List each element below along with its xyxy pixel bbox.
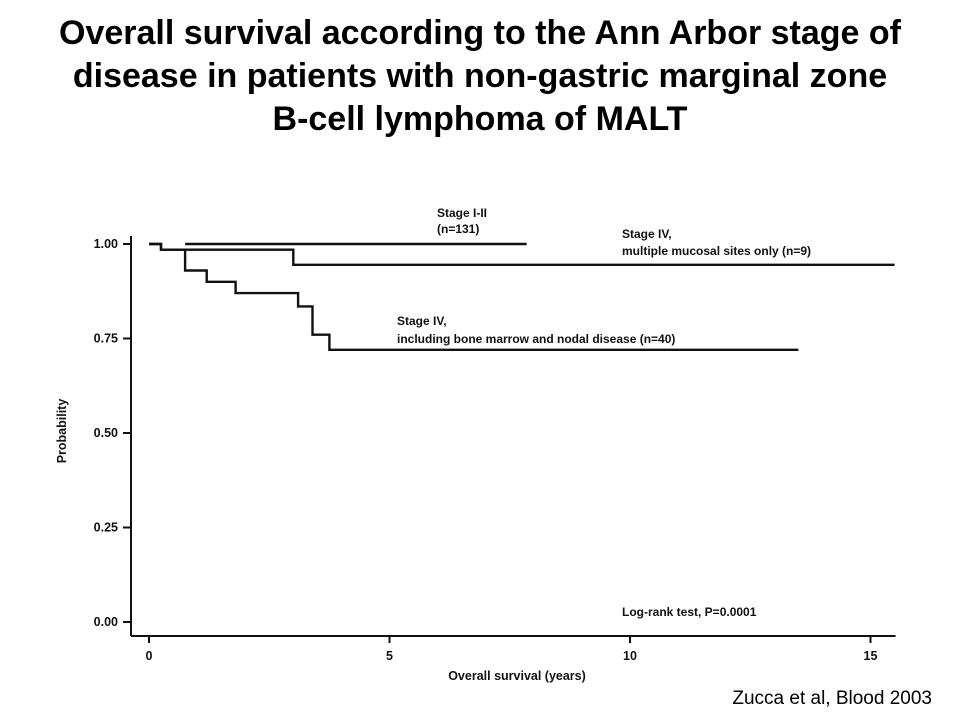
title-line-2: disease in patients with non-gastric mar… xyxy=(72,57,888,95)
x-ticks: 0 5 10 15 xyxy=(146,636,878,663)
slide-title: Overall survival according to the Ann Ar… xyxy=(0,12,960,141)
label-stage-1-2-line-1: Stage I-II xyxy=(437,206,487,220)
y-tick-label: 0.00 xyxy=(94,615,118,629)
label-stage-4-mucosal-line-1: Stage IV, xyxy=(622,227,672,241)
y-tick-label: 1.00 xyxy=(94,237,118,251)
x-tick-label: 10 xyxy=(623,649,637,663)
x-tick-label: 5 xyxy=(386,649,393,663)
y-tick-label: 0.50 xyxy=(94,426,118,440)
label-stage-1-2-line-2: (n=131) xyxy=(437,222,479,236)
log-rank-annotation: Log-rank test, P=0.0001 xyxy=(622,605,757,619)
chart-axes xyxy=(130,236,896,637)
x-tick-label: 0 xyxy=(146,649,153,663)
y-tick-label: 0.75 xyxy=(94,332,118,346)
survival-curves xyxy=(149,242,895,351)
citation: Zucca et al, Blood 2003 xyxy=(732,688,932,709)
label-stage-4-mucosal-line-2: multiple mucosal sites only (n=9) xyxy=(622,244,811,258)
y-tick-label: 0.25 xyxy=(94,521,118,535)
title-line-1: Overall survival according to the Ann Ar… xyxy=(59,14,901,52)
title-line-3: B-cell lymphoma of MALT xyxy=(272,100,688,138)
y-ticks: 0.00 0.25 0.50 0.75 1.00 xyxy=(94,237,131,629)
x-tick-label: 15 xyxy=(864,649,878,663)
y-axis-label: Probability xyxy=(55,399,69,464)
x-axis-label: Overall survival (years) xyxy=(448,669,586,683)
label-stage-4-marrow-line-2: including bone marrow and nodal disease … xyxy=(397,332,675,346)
curve-stage-4-marrow-nodal xyxy=(149,242,799,351)
label-stage-4-marrow-line-1: Stage IV, xyxy=(397,314,447,328)
